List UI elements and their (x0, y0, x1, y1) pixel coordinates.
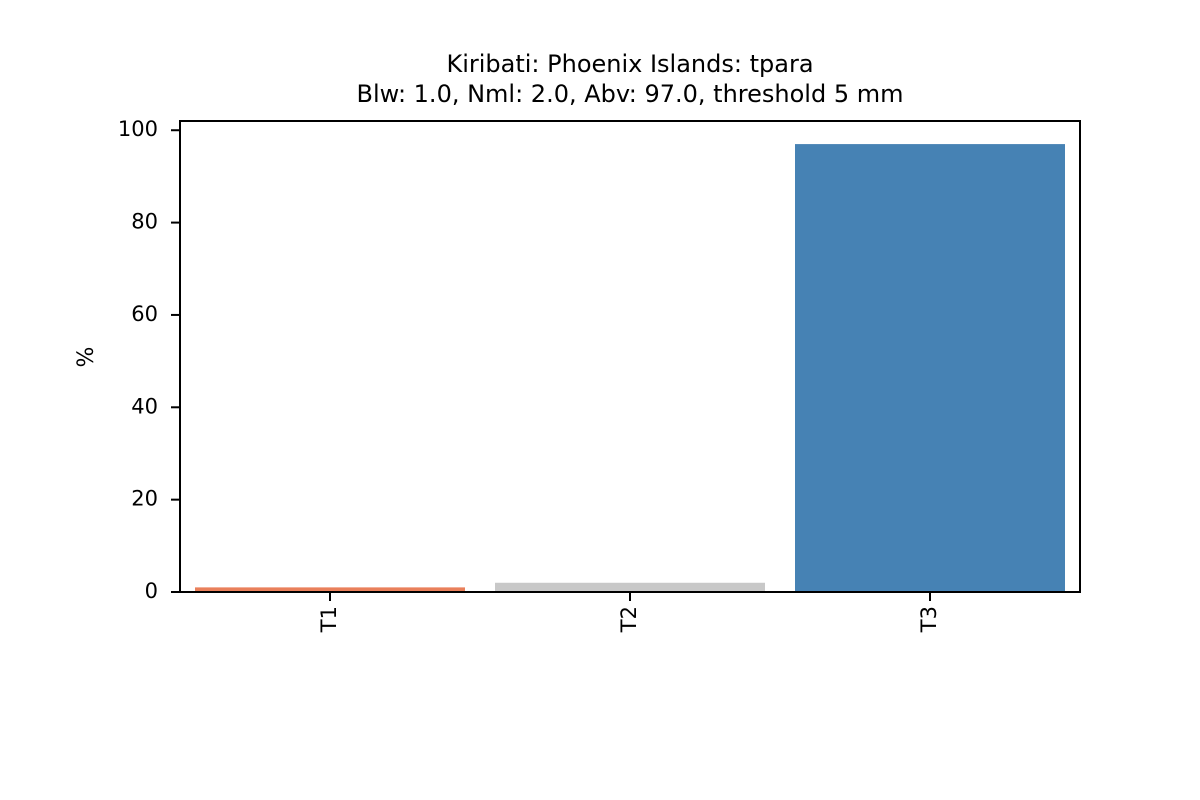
x-tick-label: T3 (917, 606, 941, 633)
y-tick-label: 80 (131, 210, 158, 234)
y-tick-label: 100 (118, 117, 158, 141)
x-axis-ticks: T1 T2 T3 (317, 592, 941, 633)
x-tick-label: T2 (617, 606, 641, 633)
x-tick-label: T1 (317, 606, 341, 633)
y-tick-label: 0 (145, 579, 158, 603)
bar-t2 (495, 582, 765, 592)
bars-group (195, 144, 1065, 592)
chart-subtitle: Blw: 1.0, Nml: 2.0, Abv: 97.0, threshold… (357, 80, 904, 108)
plot-area-frame (179, 120, 1081, 593)
bar-t3 (795, 144, 1065, 592)
chart-title: Kiribati: Phoenix Islands: tpara (446, 50, 813, 78)
y-tick-label: 20 (131, 487, 158, 511)
y-tick-label: 60 (131, 302, 158, 326)
y-axis-ticks: 0 20 40 60 80 100 (118, 117, 180, 603)
y-tick-label: 40 (131, 394, 158, 418)
bar-t1 (195, 587, 465, 592)
y-axis-label: % (74, 347, 99, 368)
